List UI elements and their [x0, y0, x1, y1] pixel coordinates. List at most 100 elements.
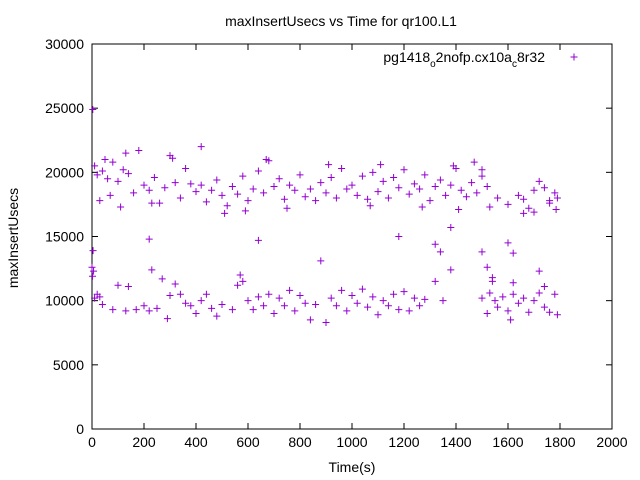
data-point — [374, 188, 382, 196]
data-point — [439, 297, 447, 305]
data-point — [379, 177, 387, 185]
data-point — [317, 257, 325, 265]
data-point — [455, 206, 463, 214]
data-point — [218, 301, 226, 309]
data-point — [265, 290, 273, 298]
data-point — [553, 311, 561, 319]
data-point — [241, 207, 249, 215]
legend-label-subscript-1: o — [430, 59, 436, 70]
data-point — [109, 306, 117, 314]
data-point — [504, 200, 512, 208]
data-point — [117, 203, 125, 211]
data-point — [221, 209, 229, 217]
data-point — [249, 185, 257, 193]
data-point — [504, 239, 512, 247]
data-point — [410, 294, 418, 302]
data-point — [390, 290, 398, 298]
data-point — [301, 193, 309, 201]
data-point — [275, 294, 283, 302]
data-point — [520, 294, 528, 302]
data-point — [540, 283, 548, 291]
x-tick-label: 1400 — [440, 434, 471, 450]
data-point — [552, 206, 560, 214]
data-point — [410, 180, 418, 188]
data-point — [197, 297, 205, 305]
data-point — [358, 285, 366, 293]
data-point — [239, 172, 247, 180]
data-point — [124, 170, 132, 178]
data-point — [353, 299, 361, 307]
data-point — [283, 204, 291, 212]
x-tick-label: 1800 — [544, 434, 575, 450]
x-tick-label: 600 — [236, 434, 260, 450]
data-point — [91, 294, 99, 302]
data-point — [124, 283, 132, 291]
y-tick-label: 25000 — [45, 100, 84, 116]
data-point — [395, 184, 403, 192]
data-point — [291, 186, 299, 194]
data-point — [280, 302, 288, 310]
data-point — [236, 271, 244, 279]
data-point — [296, 171, 304, 179]
legend-label-prefix: pg1418 — [383, 49, 430, 65]
data-point — [322, 318, 330, 326]
data-point — [187, 180, 195, 188]
data-point — [132, 306, 140, 314]
data-point — [270, 182, 278, 190]
data-point — [197, 143, 205, 151]
data-point — [384, 194, 392, 202]
data-point — [312, 197, 320, 205]
data-point — [270, 310, 278, 317]
data-point — [436, 248, 444, 256]
data-point — [213, 176, 221, 184]
y-tick-label: 0 — [76, 421, 84, 437]
data-point — [301, 299, 309, 307]
data-point — [520, 209, 528, 217]
data-point — [93, 171, 101, 179]
data-point — [530, 186, 538, 194]
data-point — [104, 175, 112, 183]
data-point — [416, 302, 424, 310]
legend: pg1418o2nofp.cx10ac8r32 — [383, 49, 578, 70]
data-point — [478, 166, 486, 174]
data-point — [364, 195, 372, 203]
data-point — [145, 307, 153, 315]
data-point — [442, 191, 450, 199]
data-point — [400, 288, 408, 296]
data-point — [488, 277, 496, 285]
data-point — [379, 297, 387, 305]
data-point — [470, 158, 478, 166]
data-point — [156, 199, 164, 207]
data-point — [91, 162, 99, 170]
y-tick-label: 30000 — [45, 36, 84, 52]
data-point — [530, 208, 538, 216]
data-point — [275, 175, 283, 183]
data-point — [483, 310, 491, 317]
data-point — [89, 272, 97, 280]
data-point — [348, 181, 356, 189]
data-point — [140, 302, 148, 310]
data-point — [296, 292, 304, 300]
y-tick-label: 10000 — [45, 293, 84, 309]
data-point — [494, 303, 502, 311]
data-point — [431, 240, 439, 248]
data-point — [239, 277, 247, 285]
data-point — [483, 263, 491, 271]
data-point — [509, 290, 517, 298]
data-point — [260, 189, 268, 197]
x-tick-label: 200 — [132, 434, 156, 450]
data-point — [390, 173, 398, 181]
data-point — [366, 202, 374, 210]
data-point — [327, 294, 335, 302]
data-point — [182, 299, 190, 307]
data-point — [114, 281, 122, 289]
data-point — [338, 164, 346, 172]
data-point — [405, 190, 413, 198]
data-point — [228, 306, 236, 314]
data-point — [182, 164, 190, 172]
data-point — [166, 292, 174, 300]
data-point — [254, 167, 262, 175]
data-point — [462, 193, 470, 201]
